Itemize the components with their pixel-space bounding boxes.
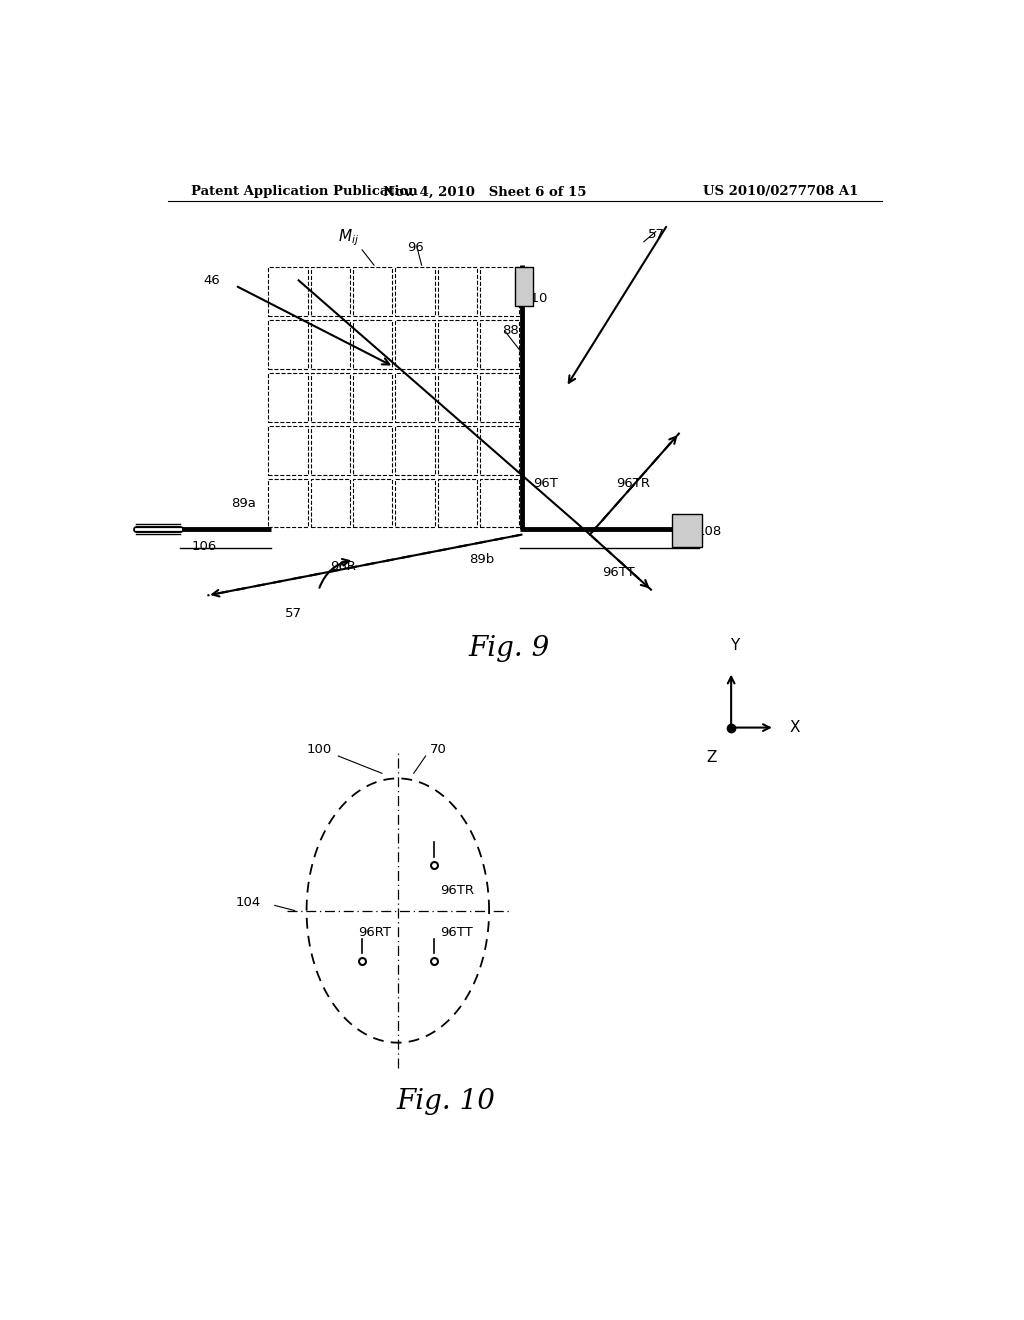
Text: X: X: [790, 721, 800, 735]
Bar: [353, 372, 392, 421]
Bar: [480, 267, 519, 315]
Bar: [395, 267, 434, 315]
Bar: [268, 267, 307, 315]
Text: 70: 70: [430, 743, 446, 756]
Text: Fig. 10: Fig. 10: [396, 1088, 495, 1115]
Bar: [395, 319, 434, 368]
Bar: [311, 372, 350, 421]
Text: 88: 88: [503, 323, 519, 337]
Text: 96TR: 96TR: [616, 477, 650, 490]
Bar: [438, 479, 477, 528]
Text: Z: Z: [707, 750, 717, 766]
Bar: [438, 372, 477, 421]
Text: 96TT: 96TT: [440, 927, 473, 940]
Bar: [268, 479, 307, 528]
Bar: [311, 319, 350, 368]
Bar: [353, 426, 392, 474]
Text: 57: 57: [285, 607, 302, 620]
Text: 96RT: 96RT: [358, 927, 391, 940]
Text: 57: 57: [648, 228, 665, 242]
Bar: [353, 267, 392, 315]
Bar: [480, 319, 519, 368]
Text: 96TT: 96TT: [602, 565, 635, 578]
Bar: [438, 426, 477, 474]
Bar: [311, 426, 350, 474]
Bar: [395, 372, 434, 421]
Text: US 2010/0277708 A1: US 2010/0277708 A1: [702, 185, 858, 198]
Bar: [353, 319, 392, 368]
Bar: [268, 372, 307, 421]
Bar: [353, 479, 392, 528]
Text: 96: 96: [408, 242, 424, 255]
Bar: [515, 267, 532, 306]
Bar: [268, 426, 307, 474]
Bar: [311, 479, 350, 528]
Text: 89b: 89b: [469, 553, 495, 566]
Text: 108: 108: [696, 525, 722, 539]
Text: 104: 104: [236, 896, 260, 909]
Text: $M_{ij}$: $M_{ij}$: [338, 227, 359, 248]
Text: 96T: 96T: [532, 477, 558, 490]
Text: Y: Y: [730, 639, 739, 653]
Bar: [480, 479, 519, 528]
Bar: [438, 319, 477, 368]
Bar: [268, 319, 307, 368]
Bar: [672, 513, 701, 546]
Text: Nov. 4, 2010   Sheet 6 of 15: Nov. 4, 2010 Sheet 6 of 15: [383, 185, 587, 198]
Bar: [480, 372, 519, 421]
Text: 96R: 96R: [331, 561, 356, 573]
Text: Patent Application Publication: Patent Application Publication: [191, 185, 418, 198]
Bar: [480, 426, 519, 474]
Text: 46: 46: [204, 273, 220, 286]
Bar: [395, 426, 434, 474]
Bar: [311, 267, 350, 315]
Text: 110: 110: [522, 292, 548, 305]
Bar: [395, 479, 434, 528]
Text: 96TR: 96TR: [440, 883, 474, 896]
Text: 100: 100: [306, 743, 332, 756]
Text: 89a: 89a: [231, 498, 256, 511]
Bar: [438, 267, 477, 315]
Text: 106: 106: [191, 540, 217, 553]
Text: Fig. 9: Fig. 9: [468, 635, 550, 661]
